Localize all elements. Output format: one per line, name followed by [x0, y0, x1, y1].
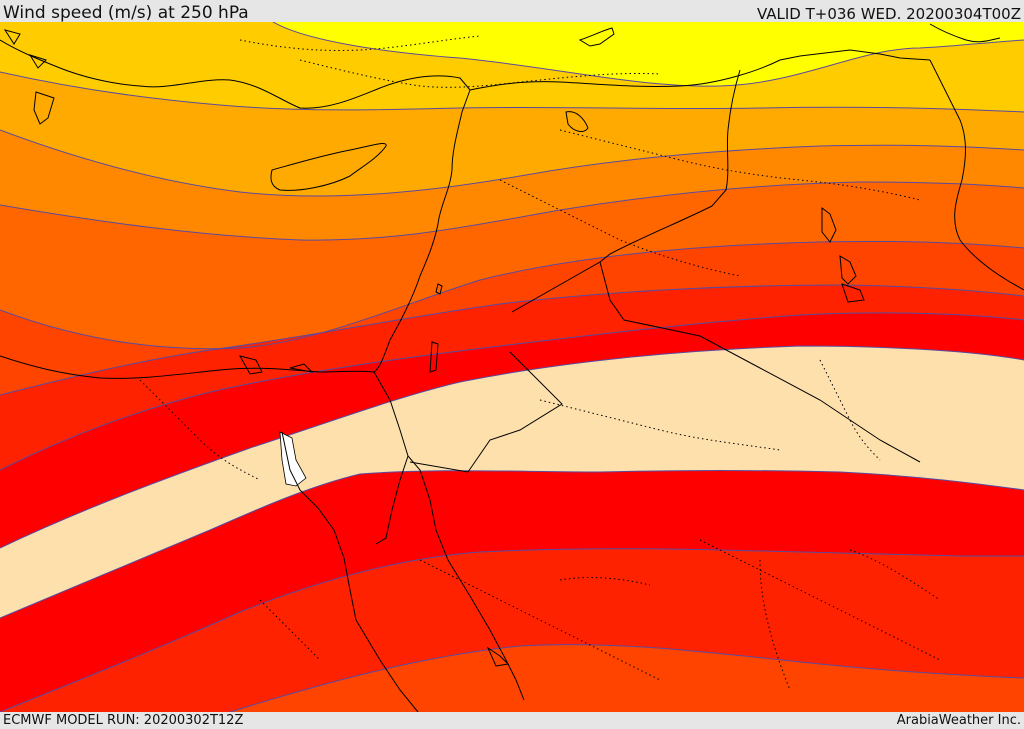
wind-speed-map[interactable] — [0, 20, 1024, 712]
footer-bar: ECMWF MODEL RUN: 20200302T12Z ArabiaWeat… — [0, 712, 1024, 729]
admin-borders — [139, 35, 941, 691]
sinai-patch — [279, 431, 307, 487]
map-title: Wind speed (m/s) at 250 hPa — [3, 3, 249, 23]
valid-time: VALID T+036 WED. 20200304T00Z — [756, 5, 1021, 23]
wind-bands — [0, 20, 1024, 712]
coastlines — [0, 23, 1024, 712]
credit: ArabiaWeather Inc. — [896, 713, 1021, 728]
band-6-south — [230, 644, 1024, 712]
model-run: ECMWF MODEL RUN: 20200302T12Z — [3, 713, 244, 728]
header-bar: Wind speed (m/s) at 250 hPa VALID T+036 … — [0, 0, 1024, 23]
wind-contours — [0, 20, 1024, 712]
